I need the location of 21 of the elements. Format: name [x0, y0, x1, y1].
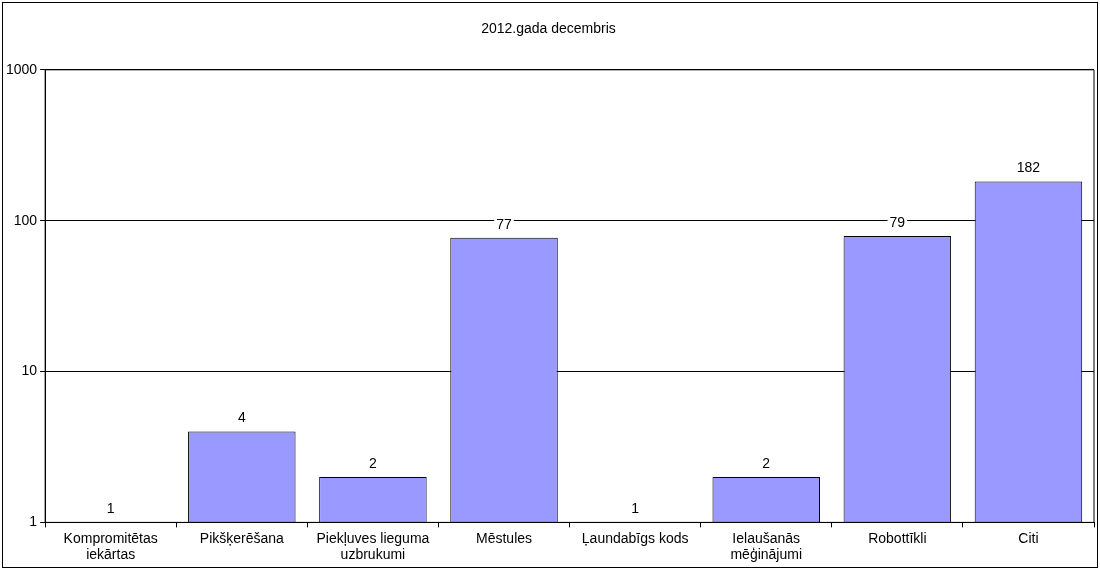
data-label: 79: [889, 213, 906, 230]
y-tick-label: 100: [13, 211, 38, 228]
data-label: 2: [762, 454, 771, 471]
x-tick-label: Ielaušanās mēģinājumi: [730, 529, 803, 563]
data-label: 182: [1016, 159, 1041, 176]
x-tick-label: Robottīkli: [868, 529, 927, 546]
y-tick-label: 10: [21, 362, 38, 379]
x-tick-label: Piekļuves lieguma uzbrukumi: [316, 529, 430, 563]
data-label: 2: [369, 454, 378, 471]
data-label: 4: [237, 409, 246, 426]
x-tick-label: Citi: [1018, 529, 1039, 546]
x-tick-label: Ļaundabīgs kods: [581, 529, 689, 546]
data-label: 77: [496, 215, 513, 232]
x-tick-label: Kompromitētas iekārtas: [63, 529, 158, 563]
y-tick-label: 1: [29, 513, 38, 530]
data-label: 1: [106, 500, 115, 517]
x-tick-label: Mēstules: [476, 529, 533, 546]
x-tick-label: Pikšķerēšana: [199, 529, 285, 546]
data-label: 1: [631, 500, 640, 517]
y-tick-label: 1000: [5, 60, 38, 77]
chart-title: 2012.gada decembris: [481, 20, 616, 37]
